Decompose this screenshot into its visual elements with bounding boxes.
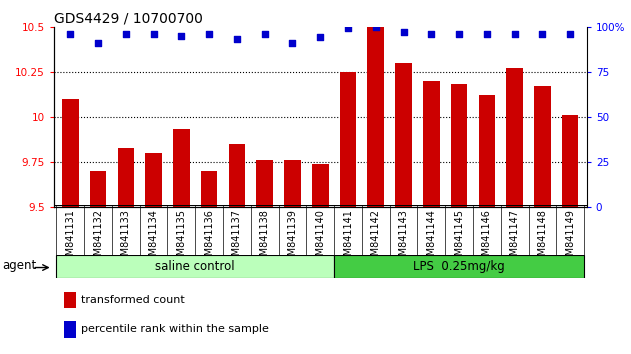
Text: GSM841135: GSM841135 (177, 210, 186, 268)
Text: GSM841141: GSM841141 (343, 210, 353, 268)
Text: percentile rank within the sample: percentile rank within the sample (81, 325, 269, 335)
Bar (64, 321, 76, 338)
Text: transformed count: transformed count (81, 295, 185, 305)
Text: GSM841142: GSM841142 (371, 210, 380, 268)
Point (454, 31, 464, 36)
Bar (339, 72, 357, 207)
Point (482, 31, 492, 36)
Text: GSM841145: GSM841145 (454, 210, 464, 268)
Bar (256, 160, 273, 207)
Text: GSM841144: GSM841144 (427, 210, 436, 268)
Point (371, 24, 381, 29)
Point (538, 31, 548, 36)
Point (343, 25, 353, 31)
Text: GSM841134: GSM841134 (149, 210, 158, 268)
Bar (117, 148, 134, 207)
Text: GSM841149: GSM841149 (565, 210, 575, 268)
FancyBboxPatch shape (334, 255, 584, 278)
Point (93, 40, 103, 46)
Text: GSM841136: GSM841136 (204, 210, 214, 268)
Point (510, 31, 520, 36)
Text: saline control: saline control (155, 260, 235, 273)
Point (232, 36, 242, 42)
Text: GSM841138: GSM841138 (260, 210, 269, 268)
Point (259, 31, 269, 36)
FancyBboxPatch shape (56, 255, 334, 278)
Point (204, 31, 214, 36)
Point (65, 31, 75, 36)
Bar (90, 171, 107, 207)
Bar (562, 115, 579, 207)
Bar (506, 68, 523, 207)
Point (427, 31, 437, 36)
Text: GSM841133: GSM841133 (121, 210, 131, 268)
Text: GSM841147: GSM841147 (510, 210, 519, 268)
Bar (228, 144, 245, 207)
Bar (451, 84, 468, 207)
Bar (173, 130, 190, 207)
Text: GSM841143: GSM841143 (399, 210, 408, 268)
Text: agent: agent (3, 259, 37, 272)
Text: GSM841146: GSM841146 (482, 210, 492, 268)
Bar (64, 292, 76, 308)
Bar (367, 27, 384, 207)
Bar (62, 99, 79, 207)
Point (315, 35, 326, 40)
Bar (145, 153, 162, 207)
Bar (312, 164, 329, 207)
Point (287, 40, 297, 46)
Point (565, 31, 575, 36)
Bar (423, 81, 440, 207)
Bar (534, 86, 551, 207)
Text: GDS4429 / 10700700: GDS4429 / 10700700 (54, 11, 203, 25)
Bar (201, 171, 218, 207)
Bar (284, 160, 301, 207)
Text: GSM841139: GSM841139 (288, 210, 297, 268)
Point (399, 29, 409, 35)
Text: LPS  0.25mg/kg: LPS 0.25mg/kg (413, 260, 505, 273)
Point (176, 33, 186, 39)
Point (148, 31, 158, 36)
Point (121, 31, 131, 36)
Text: GSM841131: GSM841131 (65, 210, 75, 268)
Text: GSM841148: GSM841148 (538, 210, 548, 268)
Bar (395, 63, 412, 207)
Text: GSM841132: GSM841132 (93, 210, 103, 268)
Text: GSM841140: GSM841140 (316, 210, 325, 268)
Bar (478, 95, 495, 207)
Text: GSM841137: GSM841137 (232, 210, 242, 268)
